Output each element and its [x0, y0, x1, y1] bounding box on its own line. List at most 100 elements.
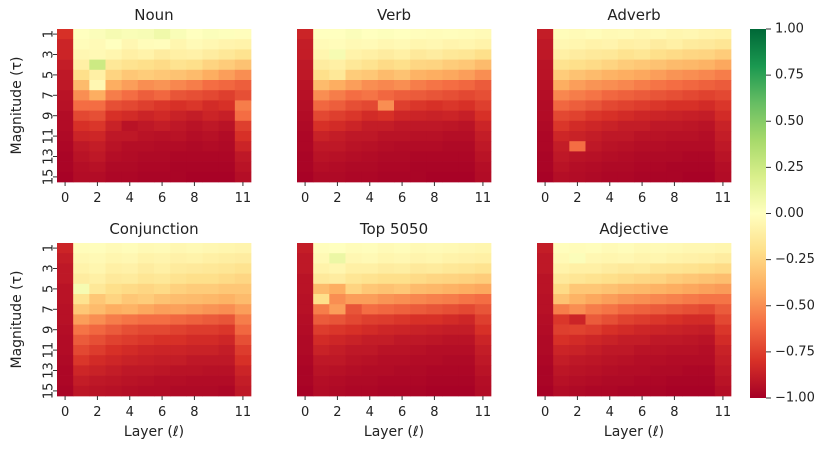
- heatmap-cell: [537, 273, 554, 285]
- heatmap-cell: [682, 131, 700, 142]
- heatmap-cell: [394, 29, 411, 40]
- heatmap-cell: [170, 243, 187, 254]
- heatmap-cell: [137, 273, 155, 285]
- heatmap-cell: [442, 263, 460, 274]
- heatmap-cell: [313, 365, 330, 376]
- heatmap-cell: [410, 151, 427, 162]
- heatmap-cell: [137, 69, 155, 81]
- heatmap-cell: [137, 365, 155, 376]
- heatmap-cell: [57, 90, 74, 101]
- heatmap-cell: [73, 273, 90, 285]
- heatmap-cell: [137, 141, 155, 152]
- x-tick-label: 4: [126, 191, 134, 206]
- heatmap-cell: [634, 110, 651, 122]
- heatmap-cell: [361, 69, 379, 81]
- heatmap-cell: [426, 355, 443, 366]
- heatmap-cell: [650, 120, 667, 132]
- panel-title: Verb: [377, 6, 411, 24]
- heatmap-cell: [377, 141, 395, 152]
- heatmap-cell: [394, 385, 411, 397]
- heatmap-cell: [634, 304, 651, 315]
- heatmap-cell: [617, 151, 635, 162]
- heatmap-cell: [313, 59, 330, 71]
- heatmap-cell: [714, 49, 732, 60]
- heatmap-cell: [714, 171, 732, 183]
- heatmap-cell: [682, 385, 700, 397]
- heatmap-cell: [474, 90, 492, 101]
- heatmap-cell: [73, 253, 90, 264]
- heatmap-cell: [682, 355, 700, 366]
- heatmap-cell: [329, 100, 346, 111]
- heatmap-cell: [410, 141, 427, 152]
- heatmap-cell: [682, 69, 700, 81]
- heatmap-cell: [474, 375, 492, 387]
- heatmap-cell: [458, 263, 476, 274]
- heatmap-cell: [137, 253, 155, 264]
- heatmap-cell: [650, 324, 667, 336]
- heatmap-cell: [154, 100, 171, 111]
- heatmap-cell: [154, 110, 171, 122]
- heatmap-cell: [313, 141, 330, 152]
- heatmap-cell: [170, 263, 187, 274]
- heatmap-cell: [121, 131, 139, 142]
- heatmap-cell: [442, 355, 460, 366]
- heatmap-cell: [234, 294, 252, 305]
- heatmap-cell: [714, 69, 732, 81]
- heatmap-cell: [537, 59, 554, 71]
- heatmap-cell: [682, 151, 700, 162]
- x-tick-label: 6: [398, 405, 406, 420]
- x-tick-label: 2: [333, 405, 341, 420]
- heatmap-cell: [634, 80, 651, 91]
- heatmap-cell: [474, 100, 492, 111]
- heatmap-cell: [650, 151, 667, 162]
- heatmap-cell: [89, 375, 106, 387]
- heatmap-cell: [186, 304, 203, 315]
- heatmap-cell: [154, 365, 171, 376]
- heatmap-cell: [537, 253, 554, 264]
- heatmap-cell: [297, 49, 314, 60]
- heatmap-cell: [426, 365, 443, 376]
- heatmap-cell: [137, 385, 155, 397]
- heatmap-cell: [329, 49, 346, 60]
- heatmap-cell: [121, 49, 139, 60]
- heatmap-cell: [234, 171, 252, 183]
- heatmap-cell: [698, 304, 716, 315]
- heatmap-cell: [442, 29, 460, 40]
- heatmap-cell: [666, 161, 683, 173]
- heatmap-cell: [682, 141, 700, 152]
- heatmap-cell: [121, 314, 139, 325]
- heatmap-cell: [410, 273, 427, 285]
- heatmap-cell: [537, 263, 554, 274]
- y-tick-label: 3: [42, 50, 57, 58]
- heatmap-cell: [218, 355, 236, 366]
- heatmap-cell: [89, 49, 106, 60]
- heatmap-cell: [666, 243, 683, 254]
- heatmap-cell: [666, 120, 683, 132]
- heatmap-cell: [585, 151, 603, 162]
- heatmap-cell: [186, 29, 203, 40]
- heatmap-cell: [426, 263, 443, 274]
- heatmap-cell: [650, 334, 667, 346]
- heatmap-cell: [202, 69, 220, 81]
- heatmap-cell: [569, 100, 586, 111]
- x-tick-label: 8: [190, 405, 198, 420]
- heatmap-cell: [329, 263, 346, 274]
- heatmap-cell: [202, 49, 220, 60]
- heatmap-cell: [170, 141, 187, 152]
- heatmap-cell: [329, 151, 346, 162]
- heatmap-cell: [377, 80, 395, 91]
- heatmap-cell: [650, 90, 667, 101]
- heatmap-cell: [442, 314, 460, 325]
- heatmap-cell: [458, 304, 476, 315]
- heatmap-cell: [218, 120, 236, 132]
- heatmap-cell: [650, 39, 667, 50]
- heatmap-cell: [297, 243, 314, 254]
- heatmap-cell: [73, 365, 90, 376]
- heatmap-cell: [666, 90, 683, 101]
- heatmap-cell: [202, 120, 220, 132]
- heatmap-cell: [601, 263, 619, 274]
- heatmap-cell: [553, 69, 570, 81]
- heatmap-cell: [537, 49, 554, 60]
- heatmap-cell: [458, 151, 476, 162]
- heatmap-cell: [442, 90, 460, 101]
